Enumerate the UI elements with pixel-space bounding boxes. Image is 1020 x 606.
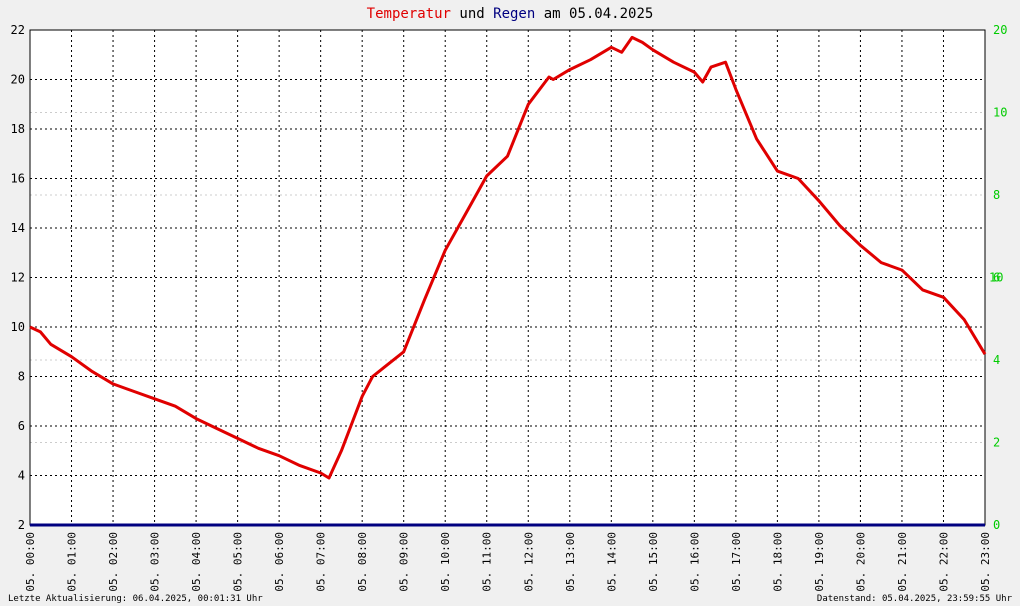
y-tick-label: 20: [11, 73, 25, 87]
y-tick-label: 4: [18, 469, 25, 483]
y2-stray-label: 20: [993, 23, 1007, 37]
x-tick-label: 05. 14:00: [605, 532, 618, 592]
y2-tick-label: 4: [993, 353, 1000, 367]
x-tick-label: 05. 08:00: [356, 532, 369, 592]
series-line: [29, 35, 987, 480]
y2-tick-label: 6: [993, 271, 1000, 285]
y2-stray-label: 10: [989, 271, 1003, 285]
x-tick-label: 05. 02:00: [107, 532, 120, 592]
y-tick-label: 6: [18, 419, 25, 433]
x-tick-label: 05. 10:00: [439, 532, 452, 592]
x-tick-label: 05. 15:00: [647, 532, 660, 592]
title-rain: Regen: [493, 6, 535, 22]
y-tick-label: 8: [18, 370, 25, 384]
x-tick-label: 05. 23:00: [979, 532, 992, 592]
y2-tick-label: 2: [993, 436, 1000, 450]
footer-left: Letzte Aktualisierung: 06.04.2025, 00:01…: [8, 594, 263, 604]
x-tick-label: 05. 19:00: [813, 532, 826, 592]
x-tick-label: 05. 22:00: [937, 532, 950, 592]
x-tick-label: 05. 20:00: [854, 532, 867, 592]
y-tick-label: 14: [11, 221, 25, 235]
x-tick-label: 05. 09:00: [398, 532, 411, 592]
x-tick-label: 05. 06:00: [273, 532, 286, 592]
y-tick-label: 2: [18, 518, 25, 532]
x-tick-label: 05. 17:00: [730, 532, 743, 592]
title-temp: Temperatur: [367, 6, 451, 22]
y2-tick-label: 10: [993, 106, 1007, 120]
x-tick-label: 05. 12:00: [522, 532, 535, 592]
y-tick-label: 12: [11, 271, 25, 285]
footer-right: Datenstand: 05.04.2025, 23:59:55 Uhr: [817, 594, 1013, 604]
x-tick-label: 05. 13:00: [564, 532, 577, 592]
x-tick-label: 05. 21:00: [896, 532, 909, 592]
x-tick-label: 05. 00:00: [24, 532, 37, 592]
x-tick-label: 05. 07:00: [315, 532, 328, 592]
y2-tick-label: 8: [993, 188, 1000, 202]
x-tick-label: 05. 16:00: [688, 532, 701, 592]
y-tick-label: 10: [11, 320, 25, 334]
title-and: und: [459, 6, 484, 22]
x-tick-label: 05. 04:00: [190, 532, 203, 592]
y2-tick-label: 0: [993, 518, 1000, 532]
y-tick-label: 16: [11, 172, 25, 186]
title-date: am 05.04.2025: [544, 6, 654, 22]
x-tick-label: 05. 05:00: [232, 532, 245, 592]
x-tick-label: 05. 18:00: [771, 532, 784, 592]
chart-title: Temperatur und Regen am 05.04.2025: [367, 6, 654, 22]
x-tick-label: 05. 03:00: [149, 532, 162, 592]
x-tick-label: 05. 01:00: [66, 532, 79, 592]
x-tick-label: 05. 11:00: [481, 532, 494, 592]
y-tick-label: 18: [11, 122, 25, 136]
y-tick-label: 22: [11, 23, 25, 37]
